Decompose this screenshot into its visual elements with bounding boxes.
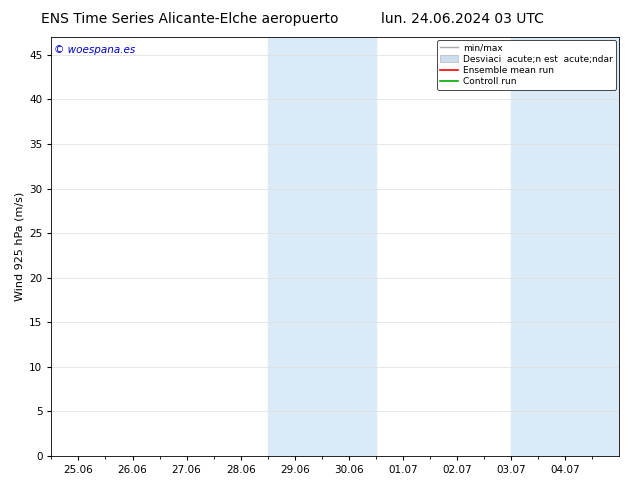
Text: ENS Time Series Alicante-Elche aeropuerto: ENS Time Series Alicante-Elche aeropuert… — [41, 12, 339, 26]
Bar — [511, 37, 619, 456]
Legend: min/max, Desviaci  acute;n est  acute;ndar, Ensemble mean run, Controll run: min/max, Desviaci acute;n est acute;ndar… — [437, 40, 616, 90]
Text: lun. 24.06.2024 03 UTC: lun. 24.06.2024 03 UTC — [382, 12, 544, 26]
Y-axis label: Wind 925 hPa (m/s): Wind 925 hPa (m/s) — [15, 192, 25, 301]
Text: © woespana.es: © woespana.es — [55, 46, 136, 55]
Bar — [268, 37, 376, 456]
